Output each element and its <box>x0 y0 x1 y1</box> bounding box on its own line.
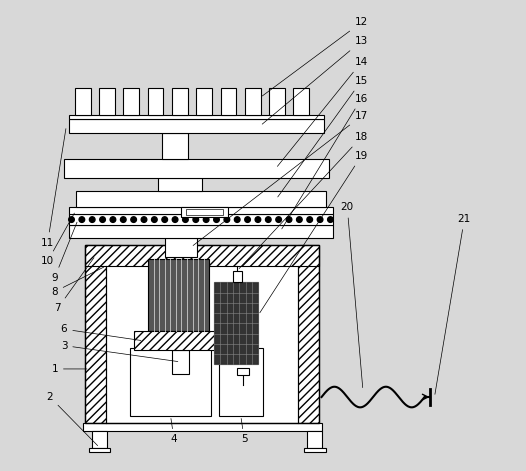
Circle shape <box>317 217 323 222</box>
Bar <box>69 225 333 238</box>
Circle shape <box>245 217 250 222</box>
Text: 13: 13 <box>262 36 368 124</box>
Circle shape <box>224 217 230 222</box>
Text: 3: 3 <box>60 341 178 362</box>
Text: 2: 2 <box>47 392 98 446</box>
Bar <box>308 431 322 447</box>
Circle shape <box>100 217 105 222</box>
Bar <box>148 259 209 332</box>
Text: 16: 16 <box>282 94 368 229</box>
Text: 10: 10 <box>41 213 74 266</box>
Bar <box>69 119 324 133</box>
Text: 6: 6 <box>60 324 141 341</box>
Bar <box>186 209 223 215</box>
Bar <box>85 245 319 423</box>
Circle shape <box>204 217 209 222</box>
Circle shape <box>214 217 219 222</box>
Bar <box>294 89 309 115</box>
Bar <box>64 159 329 179</box>
Bar <box>134 332 226 350</box>
Circle shape <box>172 217 178 222</box>
Circle shape <box>276 217 281 222</box>
Bar <box>237 368 249 375</box>
Text: 8: 8 <box>52 267 104 297</box>
Circle shape <box>235 217 240 222</box>
Bar <box>76 192 326 207</box>
Circle shape <box>328 217 333 222</box>
Text: 12: 12 <box>262 17 368 96</box>
Bar <box>298 245 319 423</box>
Bar <box>171 350 189 374</box>
Text: 1: 1 <box>52 364 87 374</box>
Bar <box>163 133 188 159</box>
Circle shape <box>266 217 271 222</box>
Circle shape <box>151 217 157 222</box>
Bar <box>232 271 242 282</box>
Text: 14: 14 <box>277 57 368 166</box>
Bar <box>269 89 285 115</box>
Circle shape <box>193 217 199 222</box>
Circle shape <box>79 217 85 222</box>
Bar <box>165 238 197 257</box>
Bar <box>124 89 139 115</box>
Bar <box>89 447 110 452</box>
Bar <box>148 89 164 115</box>
Circle shape <box>286 217 292 222</box>
Circle shape <box>110 217 116 222</box>
Bar <box>196 89 212 115</box>
Text: 20: 20 <box>341 203 363 388</box>
Bar <box>158 179 202 192</box>
Circle shape <box>141 217 147 222</box>
Circle shape <box>255 217 261 222</box>
Bar <box>69 115 324 119</box>
Bar <box>92 431 107 447</box>
Bar <box>129 348 211 416</box>
Circle shape <box>89 217 95 222</box>
Bar <box>83 423 321 431</box>
Text: 18: 18 <box>239 132 368 268</box>
Circle shape <box>69 217 74 222</box>
Circle shape <box>307 217 312 222</box>
Bar <box>181 207 228 217</box>
Bar <box>172 89 188 115</box>
Bar <box>75 89 90 115</box>
Text: 11: 11 <box>41 129 66 248</box>
Bar <box>85 245 106 423</box>
Text: 7: 7 <box>55 258 94 313</box>
Text: 19: 19 <box>260 151 368 313</box>
Bar <box>99 89 115 115</box>
Circle shape <box>162 217 167 222</box>
Text: 15: 15 <box>278 76 368 197</box>
Bar <box>69 207 333 214</box>
Text: 4: 4 <box>171 419 177 444</box>
Circle shape <box>120 217 126 222</box>
Circle shape <box>297 217 302 222</box>
Bar <box>220 89 236 115</box>
Bar <box>85 245 319 266</box>
Bar <box>304 447 326 452</box>
Circle shape <box>183 217 188 222</box>
Text: 5: 5 <box>241 419 248 444</box>
Bar <box>218 348 263 416</box>
Circle shape <box>131 217 136 222</box>
Bar <box>69 214 333 225</box>
Bar <box>106 266 298 423</box>
Text: 9: 9 <box>52 222 77 283</box>
Bar <box>245 89 261 115</box>
Text: 17: 17 <box>193 111 368 245</box>
Bar <box>214 282 258 364</box>
Text: 21: 21 <box>435 214 471 394</box>
